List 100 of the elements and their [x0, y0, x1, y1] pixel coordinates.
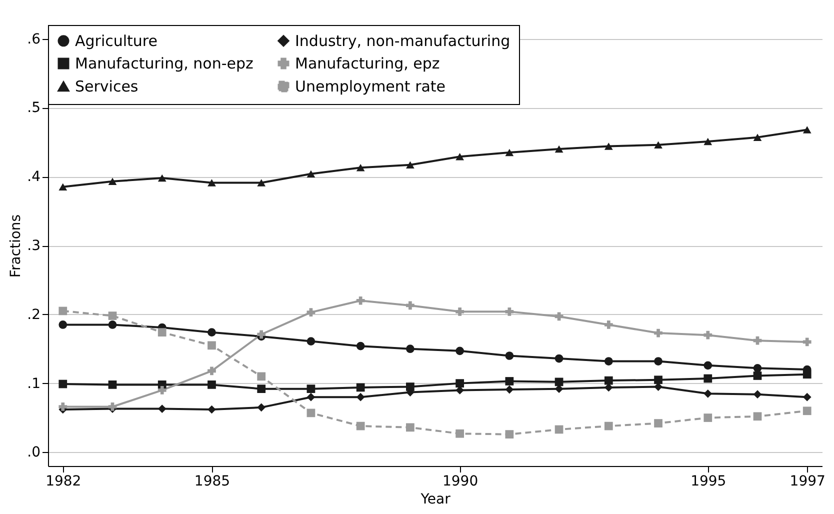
point	[704, 374, 712, 383]
point	[704, 330, 712, 340]
point	[208, 328, 216, 336]
point	[58, 380, 68, 388]
point	[208, 366, 216, 376]
legend-label: Unemployment rate	[295, 78, 446, 96]
point	[158, 174, 166, 182]
point	[554, 145, 564, 153]
point	[356, 383, 365, 392]
y-tick-label: .1	[27, 376, 40, 392]
point	[505, 385, 514, 394]
point	[753, 372, 762, 380]
point	[257, 179, 266, 186]
point	[208, 405, 216, 414]
point	[306, 408, 316, 418]
legend-label: Manufacturing, epz	[295, 54, 440, 72]
point	[456, 307, 464, 316]
point	[802, 392, 812, 402]
point	[604, 376, 613, 385]
point	[108, 320, 117, 329]
point	[604, 422, 613, 430]
y-tick-label: .5	[27, 100, 40, 116]
y-axis-title: Fractions	[8, 214, 24, 278]
point	[654, 376, 662, 384]
legend-label: Industry, non-manufacturing	[295, 32, 510, 50]
point	[654, 328, 662, 338]
point	[456, 379, 464, 388]
y-tick-label: .2	[27, 306, 40, 323]
x-tick-label: 1982	[46, 474, 82, 490]
x-tick-label: 1985	[194, 474, 230, 490]
point	[356, 164, 365, 172]
point	[456, 346, 464, 356]
point	[406, 344, 414, 354]
x-tick-label: 1995	[690, 474, 726, 490]
point	[604, 320, 613, 329]
point	[306, 392, 316, 402]
legend-label: Agriculture	[75, 32, 158, 50]
point	[505, 377, 514, 386]
point	[58, 320, 68, 329]
point	[753, 134, 762, 141]
point	[356, 342, 365, 350]
point	[802, 126, 812, 134]
point	[406, 301, 414, 310]
x-tick-label: 1997	[790, 474, 826, 490]
point	[654, 141, 662, 149]
point	[505, 352, 514, 360]
point	[802, 338, 812, 346]
y-tick-label: .0	[27, 444, 40, 461]
point	[456, 429, 464, 438]
x-axis-title: Year	[420, 492, 451, 508]
legend-label: Services	[75, 78, 138, 96]
point	[208, 341, 216, 350]
y-tick-label: .3	[27, 238, 40, 254]
point	[604, 142, 613, 150]
point	[356, 392, 365, 402]
point	[554, 354, 564, 363]
point	[505, 307, 514, 316]
point	[505, 430, 514, 438]
point	[257, 384, 266, 394]
point	[802, 406, 812, 416]
point	[306, 337, 316, 346]
point	[58, 402, 68, 411]
point	[158, 328, 166, 337]
point	[753, 364, 762, 372]
point	[257, 403, 266, 412]
point	[306, 308, 316, 317]
y-tick-label: .4	[27, 169, 41, 186]
point	[456, 152, 464, 160]
point	[58, 183, 68, 191]
x-tick-label: 1990	[442, 474, 478, 490]
legend-label: Manufacturing, non-epz	[75, 54, 254, 72]
point	[753, 390, 762, 399]
point	[505, 148, 514, 156]
point	[704, 138, 712, 146]
point	[704, 389, 712, 398]
point	[406, 423, 414, 432]
point	[108, 178, 117, 186]
point	[356, 296, 365, 305]
point	[654, 419, 662, 428]
point	[257, 372, 266, 381]
point	[356, 422, 365, 430]
point	[604, 357, 613, 366]
point	[406, 161, 414, 169]
point	[306, 170, 316, 178]
point	[108, 312, 117, 320]
point	[108, 380, 117, 389]
y-tick-label: .6	[27, 31, 41, 48]
point	[208, 380, 216, 389]
point	[802, 370, 812, 379]
point	[158, 386, 166, 394]
point	[158, 404, 166, 413]
point	[208, 179, 216, 186]
point	[753, 412, 762, 421]
point	[58, 306, 68, 316]
point	[306, 384, 316, 394]
point	[704, 361, 712, 370]
point	[753, 336, 762, 345]
point	[704, 414, 712, 422]
point	[654, 357, 662, 366]
point	[554, 425, 564, 434]
